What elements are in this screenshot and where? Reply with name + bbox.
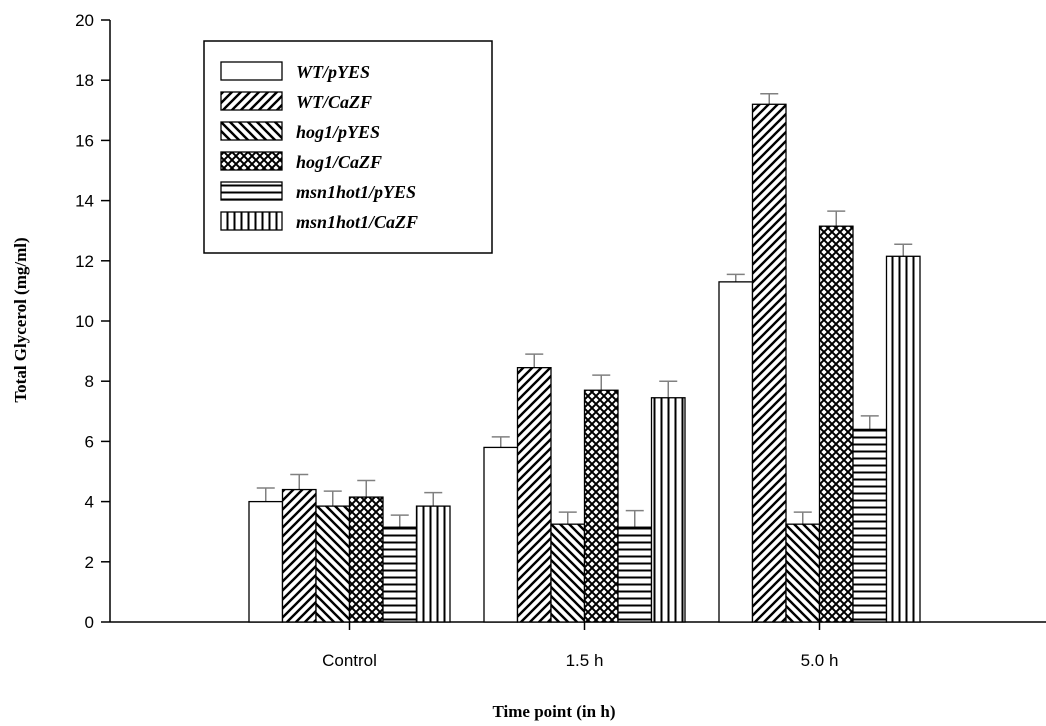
- legend-label: msn1hot1/CaZF: [296, 212, 418, 232]
- y-axis: 0 2 4 6 8 10 12 14 16 18 20: [75, 11, 111, 632]
- y-tick-label: 14: [75, 192, 94, 211]
- y-tick-label: 20: [75, 11, 94, 30]
- y-tick-label: 18: [75, 71, 94, 90]
- bar-msn1hot1-pyes-1-5-h: [617, 526, 653, 623]
- legend-label: hog1/pYES: [296, 122, 380, 142]
- legend-swatch: [220, 211, 283, 231]
- legend-label: msn1hot1/pYES: [296, 182, 416, 202]
- x-axis-title: Time point (in h): [493, 702, 616, 721]
- legend-label: hog1/CaZF: [296, 152, 382, 172]
- bars-group: [248, 92, 921, 623]
- y-tick-label: 0: [85, 613, 94, 632]
- bar-msn1hot1-cazf-5-0-h: [885, 255, 921, 623]
- bar-wt-cazf-1-5-h: [516, 367, 552, 623]
- bar-msn1hot1-pyes-control: [382, 526, 418, 623]
- y-tick-label: 4: [85, 493, 94, 512]
- y-tick-label: 12: [75, 252, 94, 271]
- bar-hog1-cazf-control: [348, 496, 384, 623]
- bar-wt-cazf-5-0-h: [751, 103, 787, 623]
- y-tick-label: 6: [85, 432, 94, 451]
- bar-hog1-cazf-5-0-h: [818, 225, 854, 623]
- y-axis-title: Total Glycerol (mg/ml): [11, 237, 30, 402]
- legend-label: WT/pYES: [296, 62, 370, 82]
- bar-hog1-pyes-1-5-h: [550, 523, 586, 623]
- legend-swatch: [220, 61, 283, 81]
- bar-hog1-cazf-1-5-h: [583, 389, 619, 623]
- y-tick-label: 10: [75, 312, 94, 331]
- y-tick-label: 2: [85, 553, 94, 572]
- bar-wt-pyes-5-0-h: [718, 281, 754, 623]
- bar-hog1-pyes-5-0-h: [785, 523, 821, 623]
- legend-swatch: [220, 151, 283, 171]
- y-tick-label: 16: [75, 131, 94, 150]
- bar-wt-cazf-control: [281, 488, 317, 623]
- bar-wt-pyes-control: [248, 500, 284, 623]
- y-tick-label: 8: [85, 372, 94, 391]
- legend-label: WT/CaZF: [296, 92, 372, 112]
- bar-msn1hot1-cazf-control: [415, 505, 451, 623]
- legend-swatch: [220, 121, 283, 141]
- legend-swatch: [220, 91, 283, 111]
- x-tick-label: 1.5 h: [566, 651, 604, 670]
- bar-msn1hot1-cazf-1-5-h: [650, 397, 686, 623]
- bar-wt-pyes-1-5-h: [483, 446, 519, 623]
- bar-msn1hot1-pyes-5-0-h: [852, 428, 888, 623]
- legend-swatch: [220, 181, 283, 201]
- bar-hog1-pyes-control: [315, 505, 351, 623]
- x-axis: Control 1.5 h 5.0 h: [110, 621, 1046, 670]
- x-tick-label: Control: [322, 651, 377, 670]
- legend: WT/pYES WT/CaZF hog1/pYES hog1/CaZF msn1hot1…: [203, 40, 493, 254]
- x-tick-label: 5.0 h: [801, 651, 839, 670]
